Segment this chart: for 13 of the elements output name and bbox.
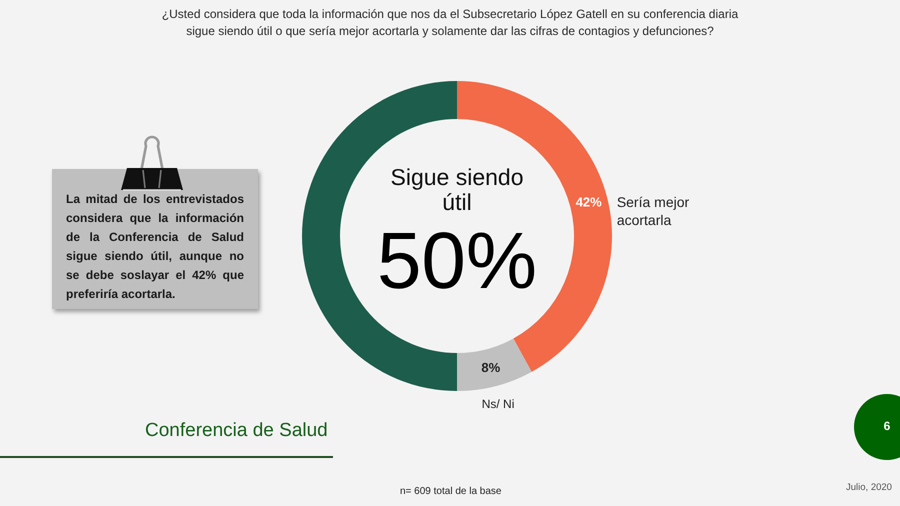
text: La mitad de los entrevistados considera que la información de la Conferencia de Salud sigue siendo útil, aunque no se debe soslayar el 42% que preferiría acortarla. xyxy=(66,191,244,303)
text: Julio, 2020 xyxy=(846,482,892,493)
data-label: 42% xyxy=(576,194,602,210)
chart-title: ¿Usted considera que toda la información que nos da el Subsecretario López Gatell en su conferencia diaria sigue siendo útil o que sería mejor acortarla y solamente dar las cifras de contagios y defunciones? xyxy=(160,6,740,40)
text: n= 609 total de la base xyxy=(400,486,502,497)
slice-label: Ns/ Ni xyxy=(482,396,514,411)
slice-label: Sería mejor acortarla xyxy=(616,194,690,228)
slice-label: Sigue siendo útil xyxy=(390,164,524,215)
text: 6 xyxy=(882,419,892,433)
donut-slice xyxy=(457,338,532,391)
text: Conferencia de Salud xyxy=(145,420,328,442)
data-label: 8% xyxy=(481,360,501,376)
data-label: 50% xyxy=(376,216,538,305)
